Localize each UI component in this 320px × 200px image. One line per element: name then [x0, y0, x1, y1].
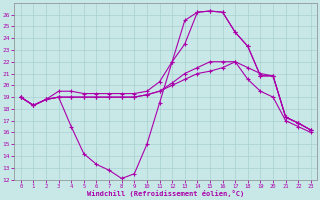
X-axis label: Windchill (Refroidissement éolien,°C): Windchill (Refroidissement éolien,°C)	[87, 190, 244, 197]
